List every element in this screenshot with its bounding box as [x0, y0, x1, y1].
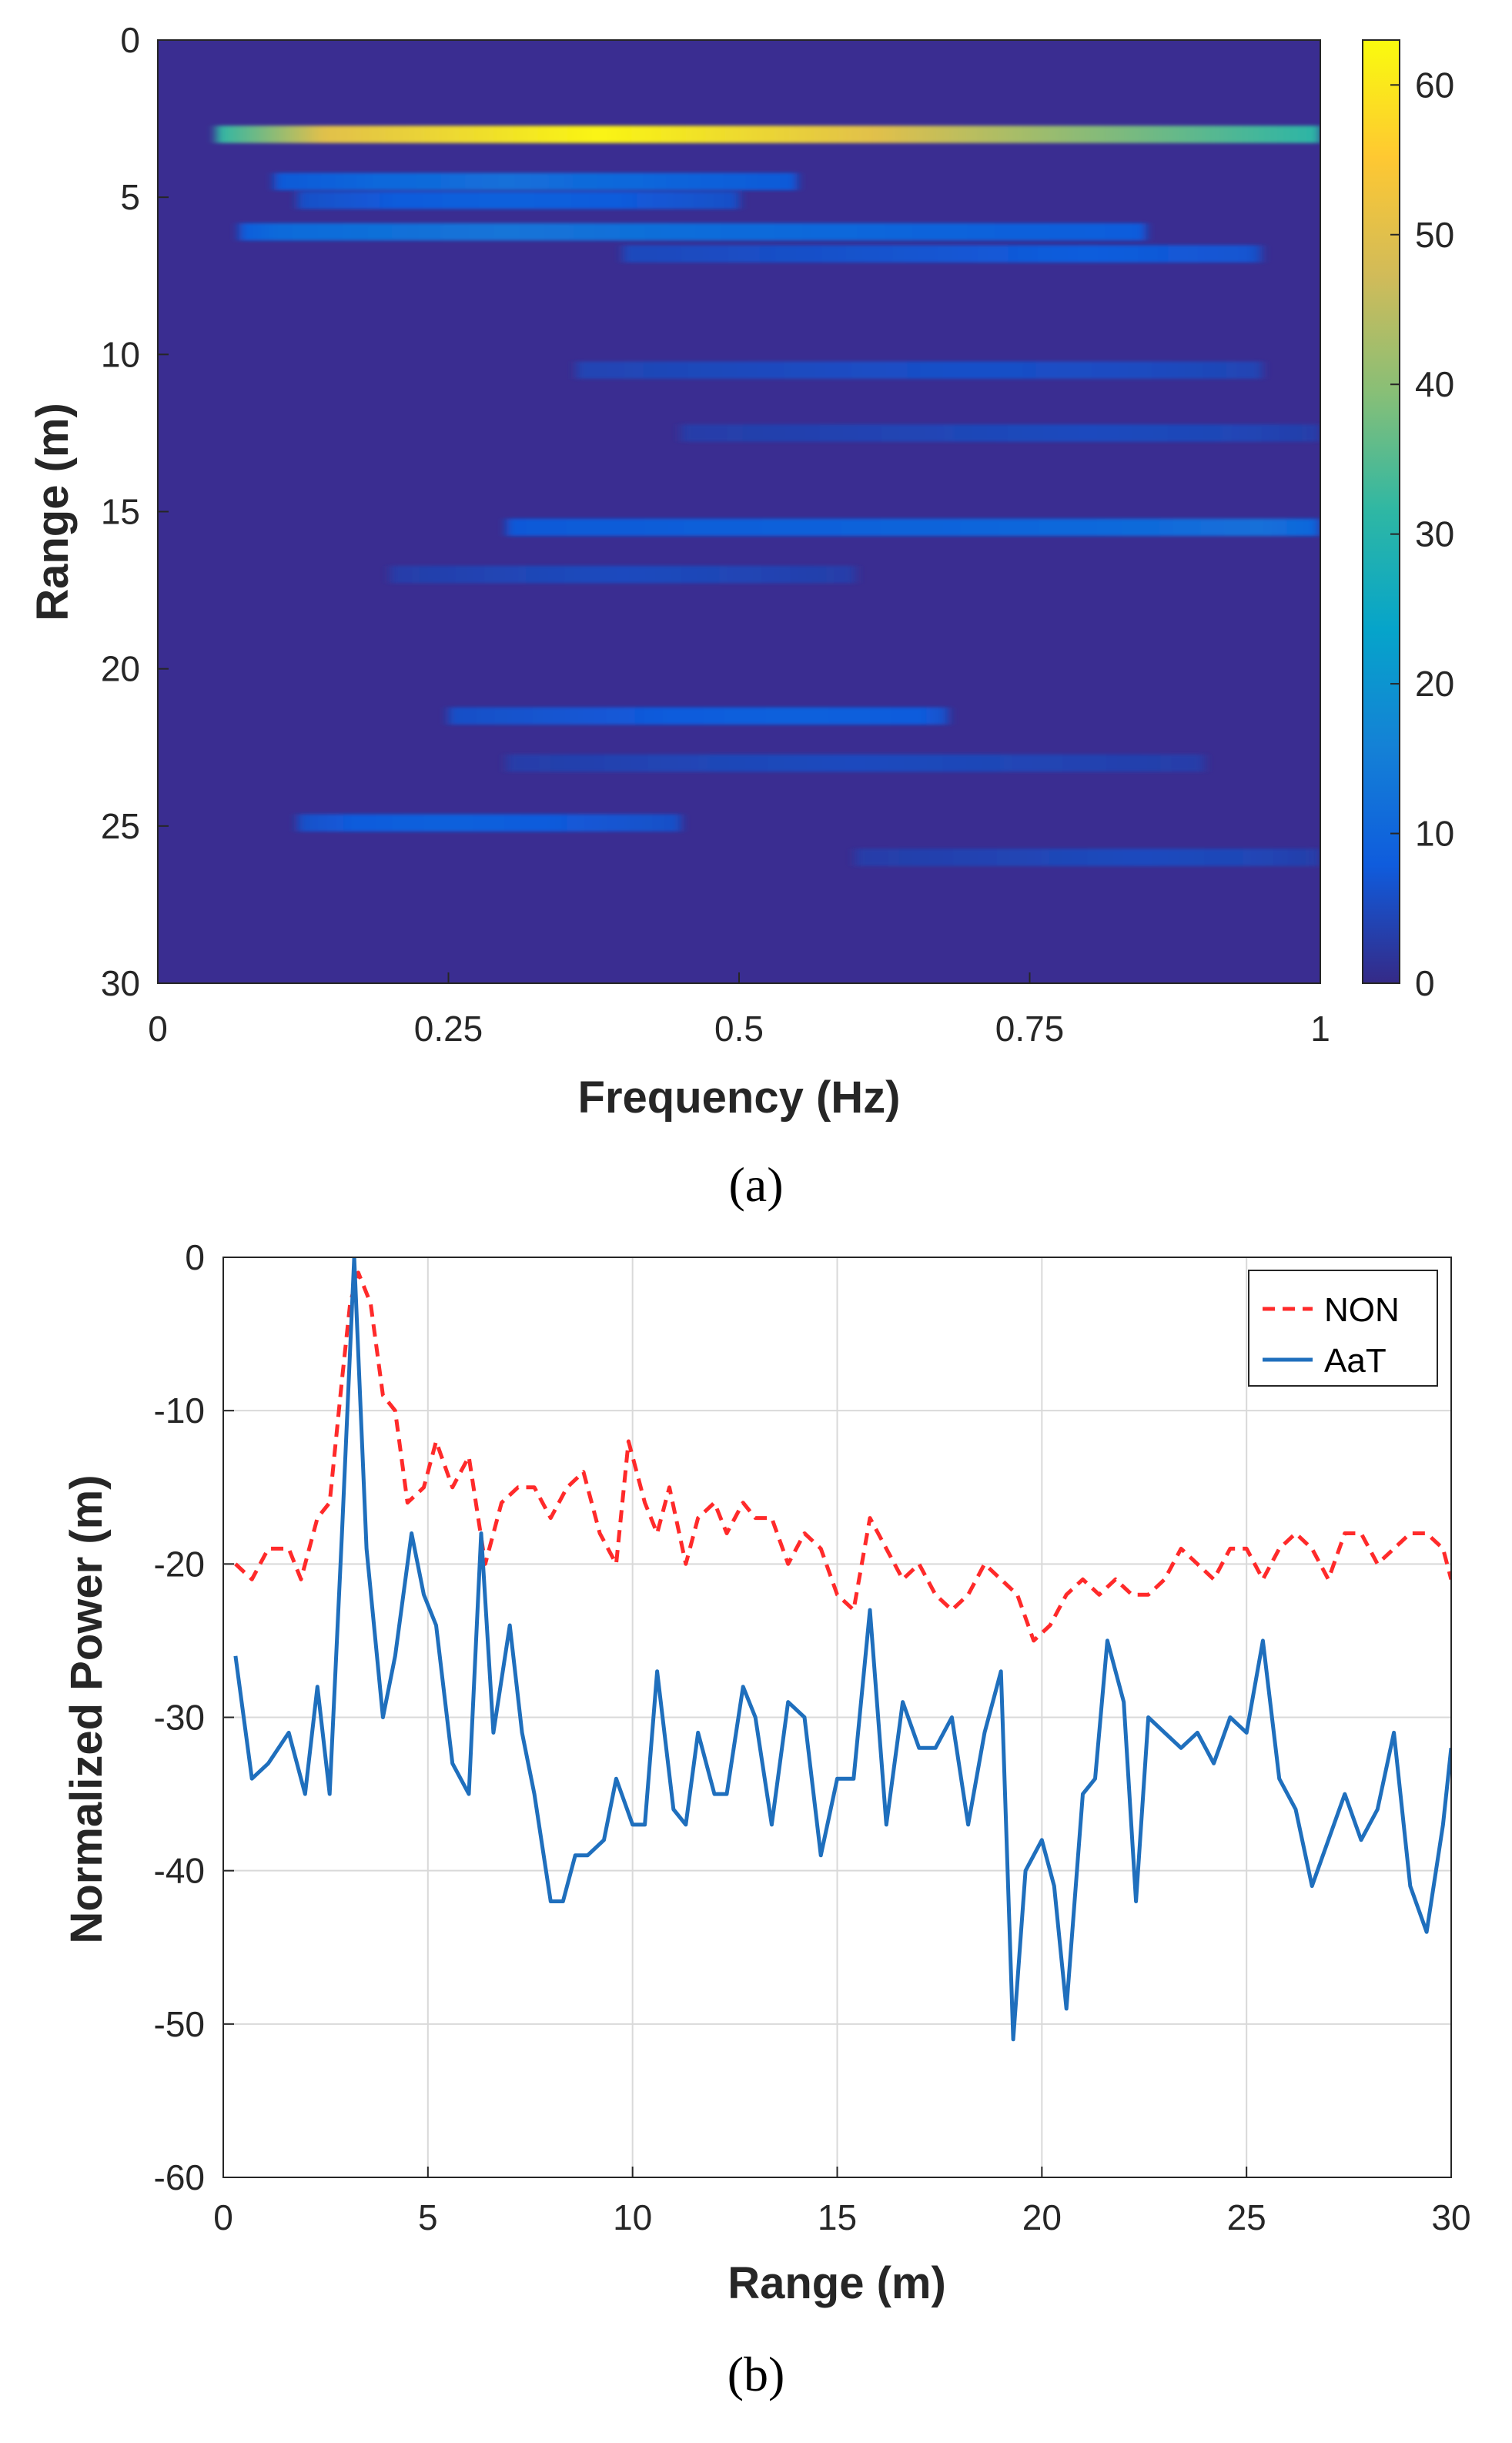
line-y-axis-label: Normalized Power (m) — [62, 1474, 112, 1943]
series-aat-line — [233, 1257, 1451, 2042]
line-x-tick-label: 20 — [1022, 2197, 1062, 2237]
line-y-tick-label: -50 — [154, 2004, 205, 2044]
heatmap-y-tick-label: 5 — [120, 177, 140, 217]
line-x-tick-label: 5 — [418, 2197, 438, 2237]
line-y-tick-label: -30 — [154, 1698, 205, 1738]
heatmap-panel-a: 0 0.25 0.5 0.75 1 0 5 10 15 20 25 30 Frequency (Hz… — [28, 20, 1454, 1123]
heatmap-y-tick-label: 15 — [101, 492, 140, 532]
colorbar-tick-label: 20 — [1415, 664, 1454, 704]
heatmap-band — [239, 223, 1146, 241]
legend-box — [1248, 1270, 1438, 1387]
line-x-tick-label: 30 — [1431, 2197, 1470, 2237]
heatmap-y-tick-label: 20 — [101, 649, 140, 689]
heatmap-x-ticks: 0 0.25 0.5 0.75 1 — [148, 972, 1330, 1049]
line-x-tick-label: 25 — [1227, 2197, 1266, 2237]
legend-non-label: NON — [1324, 1291, 1400, 1329]
series-non-line — [234, 1270, 1451, 1643]
line-x-axis-label: Range (m) — [728, 2258, 946, 2308]
line-y-tick-label: -10 — [154, 1391, 205, 1431]
colorbar-tick-label: 50 — [1415, 215, 1454, 255]
colorbar — [1362, 39, 1400, 984]
heatmap-x-tick-label: 1 — [1310, 1009, 1330, 1049]
heatmap-band — [855, 848, 1320, 866]
legend: NON AaT — [1248, 1270, 1438, 1387]
heatmap-band — [507, 518, 1320, 537]
heatmap-band — [507, 754, 1204, 772]
colorbar-tick-label: 0 — [1415, 963, 1435, 1003]
heatmap-x-axis-label: Frequency (Hz) — [578, 1073, 901, 1123]
line-y-tick-label: 0 — [185, 1237, 205, 1277]
heatmap-y-tick-label: 25 — [101, 806, 140, 846]
heatmap-y-tick-label: 10 — [101, 334, 140, 374]
heatmap-bands — [216, 125, 1320, 866]
legend-aat-label: AaT — [1324, 1342, 1387, 1380]
line-y-tick-label: -60 — [154, 2157, 205, 2197]
line-y-tick-label: -40 — [154, 1851, 205, 1891]
colorbar-tick-label: 30 — [1415, 514, 1454, 554]
line-x-ticks: 0 5 10 15 20 25 30 — [213, 2167, 1471, 2237]
heatmap-band — [623, 245, 1263, 263]
panel-a-label: (a) — [728, 1157, 783, 1212]
line-y-ticks: 0 -10 -20 -30 -40 -50 -60 — [154, 1237, 234, 2197]
heatmap-band — [576, 361, 1263, 379]
line-panel-b: 0 5 10 15 20 25 30 0 -10 -20 -30 -40 -50 -60 Range (… — [62, 1237, 1471, 2308]
heatmap-x-tick-label: 0.5 — [714, 1009, 764, 1049]
colorbar-tick-label: 60 — [1415, 65, 1454, 105]
heatmap-y-ticks: 0 5 10 15 20 25 30 — [101, 20, 169, 1003]
line-x-tick-label: 10 — [613, 2197, 652, 2237]
heatmap-band — [390, 565, 855, 584]
heatmap-y-tick-label: 30 — [101, 963, 140, 1003]
line-x-tick-label: 0 — [213, 2197, 233, 2237]
heatmap-band — [274, 172, 798, 190]
colorbar-tick-label: 10 — [1415, 814, 1454, 854]
heatmap-band — [216, 125, 1320, 143]
heatmap-band — [448, 707, 948, 725]
line-x-tick-label: 15 — [818, 2197, 857, 2237]
heatmap-y-axis-label: Range (m) — [28, 403, 78, 621]
heatmap-band — [681, 424, 1320, 442]
heatmap-band — [297, 814, 681, 832]
heatmap-y-tick-label: 0 — [120, 20, 140, 60]
heatmap-x-tick-label: 0.25 — [414, 1009, 483, 1049]
panel-b-label: (b) — [728, 2347, 785, 2401]
heatmap-band — [297, 192, 739, 209]
colorbar-ticks: 0 10 20 30 40 50 60 — [1390, 65, 1454, 1003]
heatmap-x-tick-label: 0 — [148, 1009, 168, 1049]
heatmap-x-tick-label: 0.75 — [995, 1009, 1065, 1049]
line-y-tick-label: -20 — [154, 1544, 205, 1584]
colorbar-tick-label: 40 — [1415, 364, 1454, 404]
